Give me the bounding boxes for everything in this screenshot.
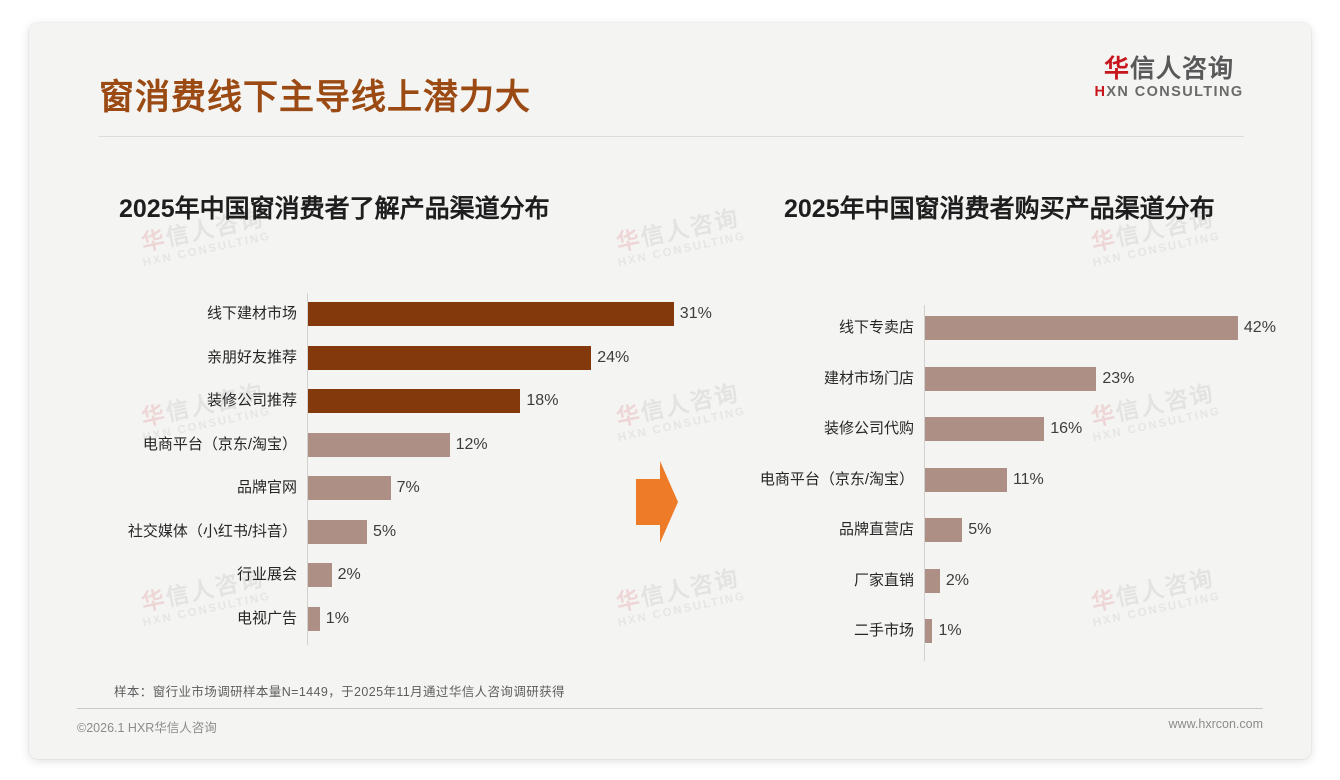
plot-area-purchase: 线下专卖店 42% 建材市场门店 23% 装修公司代购 16% 电商平台（京东/淘宝） 11%…	[689, 305, 1311, 665]
bar-row: 线下专卖店 42%	[689, 313, 1311, 343]
bar-row: 电商平台（京东/淘宝） 12%	[29, 430, 689, 460]
bar-category-label: 行业展会	[236, 566, 297, 583]
bar-rect[interactable]	[925, 518, 963, 542]
bar-row: 装修公司代购 16%	[689, 414, 1311, 444]
watermark-english: HXN CONSULTING	[1091, 230, 1223, 270]
bar-category-label: 品牌官网	[236, 479, 297, 496]
bar-rect[interactable]	[308, 432, 450, 457]
bar-value-label: 5%	[968, 521, 992, 538]
logo-h-char: H	[1094, 84, 1107, 100]
bar-rect[interactable]	[925, 619, 933, 643]
bar-category-label: 电商平台（京东/淘宝）	[142, 435, 297, 453]
bar-value-label: 24%	[597, 348, 630, 366]
logo-cn-rest: 信人咨询	[1130, 55, 1235, 83]
bar-value-label: 42%	[1243, 319, 1276, 336]
source-footnote: 样本：窗行业市场调研样本量N=1449，于2025年11月通过华信人咨询调研获得	[114, 685, 565, 699]
bar-rect[interactable]	[308, 476, 391, 500]
footer-copyright: ©2026.1 HXR华信人咨询	[77, 721, 217, 735]
watermark-english: HXN CONSULTING	[616, 230, 748, 270]
flow-arrow-icon	[636, 461, 678, 543]
footer-website[interactable]: www.hxrcon.com	[1168, 717, 1263, 731]
logo-english-text: HXN CONSULTING	[1069, 84, 1269, 100]
company-logo: 华信人咨询 HXN CONSULTING	[1069, 55, 1269, 100]
header-divider	[99, 136, 1244, 137]
slide-card: 华信人咨询 HXN CONSULTING 华信人咨询 HXN CONSULTING 华信…	[29, 23, 1311, 759]
logo-hua-char: 华	[1103, 55, 1130, 83]
bar-value-label: 5%	[373, 522, 397, 540]
bar-category-label: 社交媒体（小红书/抖音）	[127, 522, 297, 540]
bar-category-label: 电视广告	[236, 609, 297, 627]
footer-divider	[77, 708, 1263, 709]
watermark-logo: 华信人咨询 HXN CONSULTING	[611, 204, 748, 270]
chart-title-purchase: 2025年中国窗消费者购买产品渠道分布	[784, 195, 1215, 223]
bar-category-label: 电商平台（京东/淘宝）	[759, 470, 914, 488]
bar-category-label: 装修公司推荐	[206, 392, 297, 409]
bar-category-label: 线下建材市场	[206, 305, 297, 322]
bar-row: 建材市场门店 23%	[689, 364, 1311, 394]
bar-row: 品牌直营店 5%	[689, 515, 1311, 545]
bar-row: 二手市场 1%	[689, 616, 1311, 646]
bar-value-label: 11%	[1012, 470, 1044, 488]
bar-value-label: 16%	[1050, 420, 1083, 437]
plot-area-awareness: 线下建材市场 31% 亲朋好友推荐 24% 装修公司推荐 18% 电商平台（京东/淘宝） 12…	[29, 293, 712, 653]
bar-category-label: 亲朋好友推荐	[206, 348, 297, 366]
bar-rect[interactable]	[925, 366, 1097, 391]
bar-row: 电视广告 1%	[29, 604, 689, 634]
page-title: 窗消费线下主导线上潜力大	[99, 78, 532, 117]
bar-row: 品牌官网 7%	[29, 473, 689, 503]
y-axis-line-awareness	[307, 293, 308, 645]
bar-rect[interactable]	[925, 417, 1045, 441]
logo-en-rest: XN CONSULTING	[1106, 84, 1244, 100]
bar-rect[interactable]	[925, 568, 940, 593]
bar-row: 装修公司推荐 18%	[29, 386, 689, 416]
y-axis-line-purchase	[924, 305, 925, 661]
bar-rect[interactable]	[308, 302, 674, 326]
bar-category-label: 二手市场	[853, 622, 914, 639]
bar-rect[interactable]	[308, 563, 332, 587]
chart-title-awareness: 2025年中国窗消费者了解产品渠道分布	[119, 195, 550, 223]
logo-chinese-text: 华信人咨询	[1069, 55, 1269, 83]
bar-row: 行业展会 2%	[29, 560, 689, 590]
bar-value-label: 31%	[679, 305, 712, 322]
bar-category-label: 品牌直营店	[838, 521, 914, 538]
bar-value-label: 1%	[325, 609, 349, 627]
bar-rect[interactable]	[308, 606, 320, 631]
bar-row: 厂家直销 2%	[689, 566, 1311, 596]
bar-value-label: 23%	[1102, 369, 1135, 387]
bar-rect[interactable]	[308, 389, 521, 413]
bar-value-label: 12%	[455, 435, 488, 453]
bar-value-label: 1%	[938, 622, 962, 639]
bar-row: 亲朋好友推荐 24%	[29, 343, 689, 373]
bar-category-label: 装修公司代购	[823, 420, 914, 437]
bar-row: 线下建材市场 31%	[29, 299, 712, 329]
bar-row: 电商平台（京东/淘宝） 11%	[689, 465, 1311, 495]
bar-value-label: 2%	[337, 566, 361, 583]
bar-rect[interactable]	[925, 467, 1007, 492]
bar-rect[interactable]	[308, 345, 592, 370]
bar-category-label: 线下专卖店	[838, 319, 914, 336]
bar-row: 社交媒体（小红书/抖音） 5%	[29, 517, 689, 547]
bar-rect[interactable]	[925, 316, 1238, 340]
bar-category-label: 建材市场门店	[823, 369, 914, 387]
bar-value-label: 18%	[526, 392, 559, 409]
bar-value-label: 2%	[945, 571, 970, 589]
watermark-chinese: 华信人咨询	[614, 204, 742, 256]
bar-category-label: 厂家直销	[853, 571, 914, 589]
bar-value-label: 7%	[396, 479, 420, 496]
watermark-english: HXN CONSULTING	[141, 230, 273, 270]
bar-rect[interactable]	[308, 519, 367, 544]
